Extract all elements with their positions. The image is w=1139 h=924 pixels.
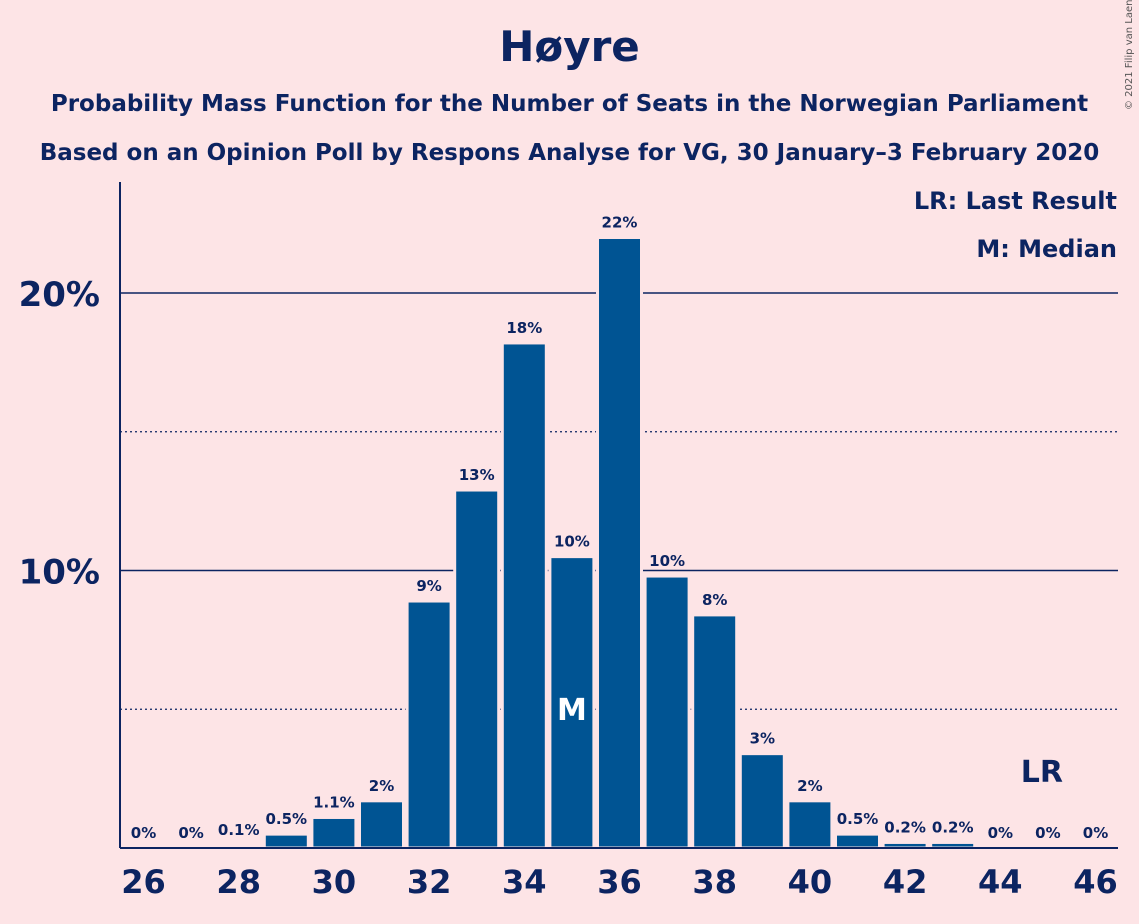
bar-seat-37 [643,574,691,850]
bar-seat-36 [596,236,643,850]
data-label: 3% [750,730,775,748]
data-label: 10% [649,552,685,570]
data-label: 2% [797,777,822,795]
data-label: 18% [506,319,542,337]
x-tick-label: 44 [978,863,1023,901]
chart-title: Høyre [499,22,640,71]
data-label: 0% [988,824,1013,842]
x-tick-label: 42 [883,863,928,901]
bar-seat-30 [310,815,358,850]
data-label: 22% [602,214,638,232]
bar-seat-39 [738,752,786,850]
data-label: 0% [1035,824,1060,842]
y-tick-label: 20% [19,275,100,315]
data-label: 10% [554,533,590,551]
data-label: 2% [369,777,394,795]
bar-seat-29 [262,832,310,850]
data-label: 13% [459,466,495,484]
data-label: 0.5% [265,810,307,828]
x-tick-label: 40 [788,863,833,901]
data-label: 9% [416,577,441,595]
x-tick-label: 30 [312,863,357,901]
bar-seat-40 [786,799,834,850]
last-result-marker: LR [1021,755,1063,790]
bar-seat-33 [453,488,501,850]
x-tick-label: 34 [502,863,547,901]
data-label: 0.1% [218,821,260,839]
x-tick-label: 36 [597,863,642,901]
x-tick-label: 46 [1073,863,1118,901]
median-marker: M [557,693,587,728]
data-label: 8% [702,591,727,609]
chart-subtitle-1: Probability Mass Function for the Number… [50,91,1089,117]
data-label: 0% [1083,824,1108,842]
bar-seat-38 [691,613,739,850]
legend-entry: LR: Last Result [914,187,1117,215]
data-label: 1.1% [313,793,355,811]
data-label: 0% [178,824,203,842]
x-tick-label: 32 [407,863,452,901]
data-label: 0.5% [837,810,879,828]
bar-seat-34 [500,341,548,850]
x-tick-label: 26 [121,863,166,901]
x-tick-label: 28 [216,863,261,901]
bar-seat-41 [834,832,881,850]
bar-seat-31 [358,799,405,850]
bar-seat-32 [405,599,453,850]
x-tick-label: 38 [692,863,737,901]
legend-entry: M: Median [976,235,1117,263]
data-label: 0.2% [932,818,974,836]
y-tick-label: 10% [19,553,100,593]
data-label: 0% [131,824,156,842]
data-label: 0.2% [884,818,926,836]
chart-subtitle-2: Based on an Opinion Poll by Respons Anal… [39,140,1100,166]
